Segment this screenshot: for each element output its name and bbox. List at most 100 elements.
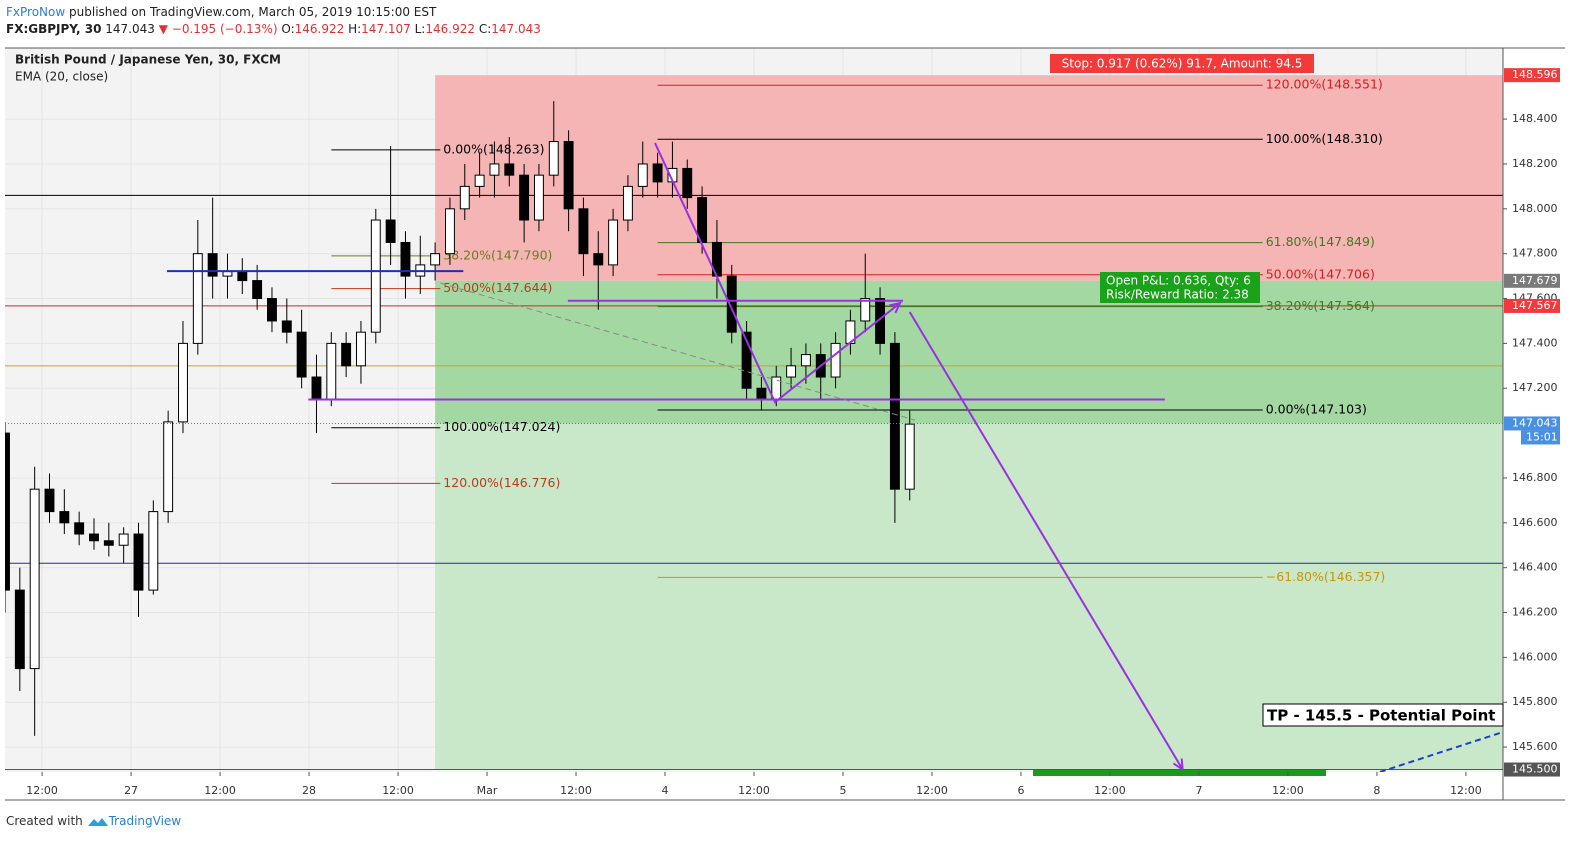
- price-tag-label: 147.567: [1512, 299, 1558, 312]
- candle-body: [192, 253, 203, 344]
- candle-body: [533, 174, 544, 221]
- trend-line: [1379, 732, 1501, 772]
- candle-body: [519, 174, 530, 221]
- published: published on TradingView.com, March 05, …: [69, 5, 437, 19]
- candle-body: [370, 219, 381, 333]
- y-tick-label: 145.800: [1512, 695, 1558, 708]
- candle-body: [207, 253, 218, 277]
- candle-body: [252, 280, 263, 300]
- stop-box: [1050, 54, 1314, 73]
- candle-body: [326, 342, 337, 400]
- x-tick-label: 12:00: [382, 784, 414, 797]
- fib-label: 120.00%(148.551): [1266, 77, 1383, 92]
- candle-body: [504, 163, 515, 176]
- x-tick-label: 7: [1195, 784, 1202, 797]
- x-tick-label: 27: [124, 784, 138, 797]
- x-tick-label: 12:00: [26, 784, 58, 797]
- fib-label: 61.80%(147.849): [1266, 234, 1375, 249]
- candle-body: [726, 275, 737, 333]
- pnl-text: Open P&L: 0.636, Qty: 6: [1106, 274, 1251, 288]
- x-tick-label: 12:00: [560, 784, 592, 797]
- fib-label: 50.00%(147.644): [443, 280, 552, 295]
- y-tick-label: 146.200: [1512, 606, 1558, 619]
- candle-body: [622, 185, 633, 221]
- candle-body: [44, 488, 55, 513]
- y-tick-label: 146.800: [1512, 471, 1558, 484]
- fib-label: 100.00%(147.024): [443, 419, 560, 434]
- x-tick-label: 12:00: [204, 784, 236, 797]
- footer-text: Created with: [6, 814, 83, 828]
- price-tag: [1504, 416, 1560, 431]
- candle-body: [178, 342, 188, 423]
- fib-label: 38.20%(147.790): [443, 247, 552, 262]
- fib-label: 0.00%(147.103): [1266, 402, 1367, 417]
- position-zone: [435, 75, 1503, 281]
- price: 147.043: [105, 22, 155, 36]
- candle-body: [237, 271, 248, 282]
- legend-ema: EMA (20, close): [15, 70, 108, 84]
- candle-body: [800, 354, 811, 367]
- y-tick-label: 146.600: [1512, 516, 1558, 529]
- logo: [87, 817, 108, 826]
- candle-body: [741, 331, 752, 389]
- trend-line: [908, 311, 1184, 771]
- candle-body: [103, 540, 114, 546]
- candle-body: [489, 163, 500, 176]
- stop-text: Stop: 0.917 (0.62%) 91.7, Amount: 94.5: [1062, 57, 1303, 71]
- candle-body: [385, 219, 396, 243]
- fib-label: 0.00%(148.263): [443, 141, 544, 156]
- x-tick-label: Mar: [477, 784, 498, 797]
- candle-body: [904, 423, 915, 490]
- ohlc-key: L:: [414, 22, 426, 36]
- x-tick-label: 12:00: [1094, 784, 1126, 797]
- publisher[interactable]: FxProNow: [6, 5, 66, 19]
- countdown-label: 15:01: [1526, 430, 1558, 443]
- candle-body: [281, 320, 292, 333]
- ohlc-key: C:: [478, 22, 492, 36]
- candle-body: [59, 511, 70, 524]
- trend-line: [440, 282, 916, 421]
- fib-label: 38.20%(147.564): [1266, 298, 1375, 313]
- candle-body: [311, 376, 322, 400]
- price-tag-label: 148.596: [1512, 68, 1558, 81]
- price-tag: [1504, 762, 1560, 777]
- candle-body: [267, 298, 277, 322]
- y-tick-label: 145.600: [1512, 740, 1558, 753]
- arrow-head: [1172, 758, 1184, 772]
- ohlc-value: 147.043: [491, 22, 541, 36]
- y-tick-label: 146.400: [1512, 561, 1558, 574]
- y-tick-label: 148.000: [1512, 202, 1558, 215]
- candle-body: [889, 342, 900, 490]
- y-tick-label: 147.800: [1512, 247, 1558, 260]
- target-bar: [1033, 770, 1326, 776]
- candle-body: [756, 387, 767, 400]
- pnl-text: Risk/Reward Ratio: 2.38: [1106, 288, 1249, 302]
- fib-label: 50.00%(147.706): [1266, 266, 1375, 281]
- candle-body: [29, 488, 40, 670]
- candle-body: [682, 167, 693, 199]
- symbol: FX:GBPJPY, 30: [6, 22, 102, 36]
- candle-body: [356, 331, 366, 367]
- candle-body: [89, 533, 99, 542]
- candle-body: [652, 163, 663, 183]
- candle-body: [296, 331, 307, 378]
- ohlc-key: H:: [348, 22, 362, 36]
- footer-brand[interactable]: TradingView: [108, 814, 182, 828]
- candle-body: [14, 589, 25, 670]
- price-tag-label: 147.043: [1512, 416, 1558, 429]
- candle-body: [459, 185, 470, 210]
- candle-body: [222, 271, 233, 277]
- candle-body: [148, 511, 159, 591]
- fib-label: −61.80%(146.357): [1266, 569, 1386, 584]
- candle-body: [400, 241, 411, 277]
- y-tick-label: 147.400: [1512, 336, 1558, 349]
- legend-symbol: British Pound / Japanese Yen, 30, FXCM: [15, 53, 281, 67]
- x-tick-label: 12:00: [1272, 784, 1304, 797]
- candle-body: [548, 141, 559, 176]
- candle-body: [163, 421, 174, 513]
- candle-body: [341, 342, 352, 367]
- x-tick-label: 4: [662, 784, 669, 797]
- x-tick-label: 28: [302, 784, 316, 797]
- candle-body: [860, 298, 871, 322]
